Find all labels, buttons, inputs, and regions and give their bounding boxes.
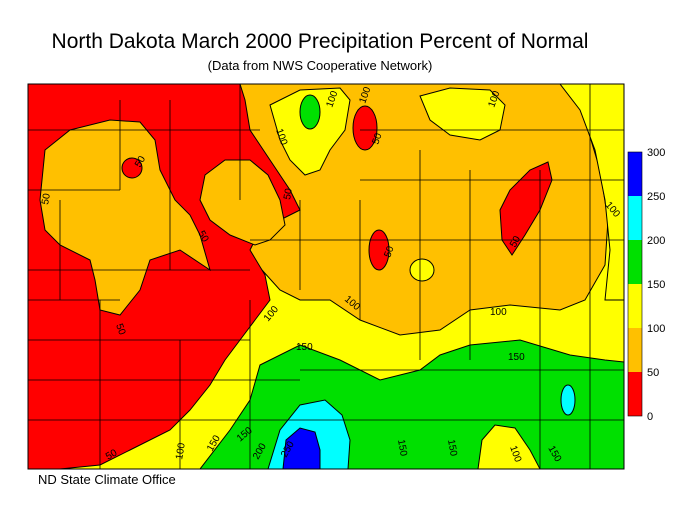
state-outline <box>27 83 625 470</box>
legend-tick-label: 200 <box>647 235 665 247</box>
region-0-50-north <box>352 105 378 151</box>
region-0-50-small <box>121 157 143 179</box>
contour-label: 50 <box>40 192 53 205</box>
legend-bin <box>628 196 642 240</box>
contour-label: 50 <box>113 322 127 337</box>
legend-bin <box>628 284 642 328</box>
legend-bin <box>628 152 642 196</box>
county-boundaries <box>28 84 624 469</box>
map-subtitle: (Data from NWS Cooperative Network) <box>207 58 433 73</box>
contour-label: 50 <box>508 234 523 250</box>
legend-bin <box>628 328 642 372</box>
region-50-100-west <box>39 119 211 316</box>
region-100-150-center <box>409 258 435 282</box>
contour-label: 150 <box>508 352 525 363</box>
contour-label: 100 <box>490 307 507 318</box>
legend-bins <box>628 152 642 416</box>
footer-credit: ND State Climate Office <box>38 472 176 487</box>
region-250-300 <box>282 427 321 469</box>
region-200-250-east <box>560 384 576 416</box>
contour-label: 50 <box>133 154 148 170</box>
legend-bin <box>628 372 642 416</box>
region-100-150-east <box>559 84 624 301</box>
legend-tick-label: 250 <box>647 191 665 203</box>
legend-ticks: 300 250 200 150 100 50 0 <box>647 147 665 423</box>
region-100-150-lobe <box>477 424 541 469</box>
contour-label: 150 <box>445 439 459 458</box>
legend-tick-label: 50 <box>647 367 659 379</box>
legend-tick-label: 150 <box>647 279 665 291</box>
map-title: North Dakota March 2000 Precipitation Pe… <box>51 30 589 53</box>
legend-tick-label: 300 <box>647 147 665 159</box>
legend-tick-label: 100 <box>647 323 665 335</box>
contour-label: 50 <box>282 187 295 200</box>
contour-label: 150 <box>296 342 313 353</box>
contour-label: 50 <box>382 244 396 259</box>
legend: 300 250 200 150 100 50 0 <box>627 147 665 423</box>
contour-label: 50 <box>195 229 210 245</box>
contour-label: 50 <box>104 447 120 462</box>
legend-tick-label: 0 <box>647 411 653 423</box>
contour-label: 150 <box>395 439 409 458</box>
region-100-150-north <box>269 87 351 176</box>
region-150-200-north <box>299 94 321 130</box>
contour-label: 50 <box>370 131 384 146</box>
map-fill <box>28 84 624 469</box>
legend-frame <box>627 151 643 417</box>
contour-label: 100 <box>174 442 188 461</box>
region-50-100-mid <box>199 159 286 246</box>
legend-bin <box>628 240 642 284</box>
